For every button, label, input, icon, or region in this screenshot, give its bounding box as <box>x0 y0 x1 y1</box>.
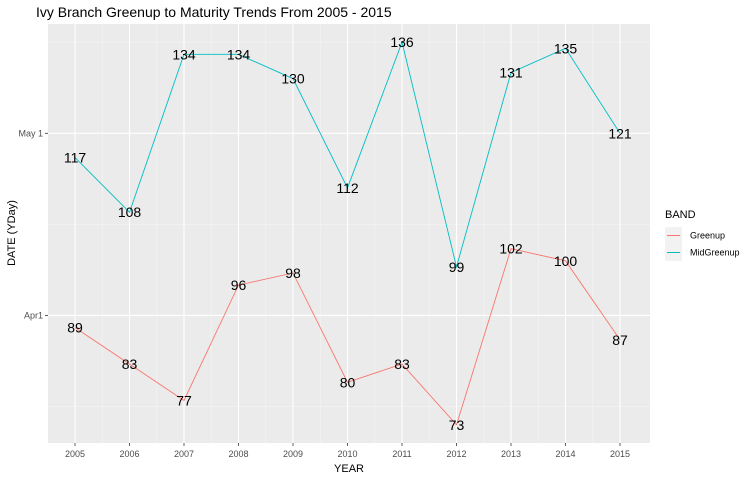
x-tick-label: 2015 <box>610 449 630 459</box>
data-label: 117 <box>64 150 87 166</box>
data-label: 121 <box>608 125 632 141</box>
legend-item-label: MidGreenup <box>690 248 740 258</box>
y-tick-label: Apr1 <box>24 310 43 320</box>
legend-item-label: Greenup <box>690 231 725 241</box>
data-label: 112 <box>336 180 359 196</box>
data-label: 98 <box>285 265 301 281</box>
x-tick-label: 2014 <box>555 449 575 459</box>
y-axis-title: DATE (YDay) <box>6 200 18 266</box>
data-label: 96 <box>231 277 247 293</box>
data-label: 134 <box>172 46 196 62</box>
legend-title: BAND <box>665 209 696 221</box>
data-label: 100 <box>554 253 578 269</box>
data-label: 130 <box>281 71 305 87</box>
data-label: 99 <box>449 259 465 275</box>
series-line-greenup <box>74 248 621 426</box>
x-axis: 2005 2006 2007 2008 2009 2010 2011 2012 2013 2014… <box>65 443 630 459</box>
minor-grid <box>48 24 650 443</box>
data-labels: 89 83 77 96 98 80 83 73 102 100 87 117 108 134 134 130 1… <box>64 34 632 433</box>
data-label: 89 <box>67 320 83 336</box>
x-tick-label: 2006 <box>119 449 139 459</box>
x-tick-label: 2010 <box>337 449 357 459</box>
data-label: 136 <box>390 34 414 50</box>
x-axis-title: YEAR <box>334 463 364 475</box>
x-tick-label: 2013 <box>501 449 521 459</box>
y-axis: Apr1 May 1 <box>18 128 48 320</box>
x-tick-label: 2011 <box>392 449 411 459</box>
data-label: 131 <box>499 65 523 81</box>
data-label: 83 <box>122 356 138 372</box>
chart-title: Ivy Branch Greenup to Maturity Trends Fr… <box>36 4 392 20</box>
x-tick-label: 2007 <box>174 449 194 459</box>
x-tick-label: 2005 <box>65 449 85 459</box>
data-label: 87 <box>612 332 628 348</box>
plot-panel <box>48 24 650 443</box>
data-label: 73 <box>449 417 465 433</box>
series-line-midgreenup <box>74 40 621 269</box>
series-lines <box>74 40 621 426</box>
data-label: 80 <box>340 374 356 390</box>
data-label: 135 <box>554 40 578 56</box>
data-label: 134 <box>227 46 251 62</box>
y-tick-label: May 1 <box>18 128 43 138</box>
major-grid <box>48 24 650 443</box>
data-label: 102 <box>499 241 523 257</box>
data-label: 77 <box>176 392 192 408</box>
x-tick-label: 2008 <box>228 449 248 459</box>
data-label: 108 <box>118 204 142 220</box>
legend: BAND Greenup MidGreenup <box>665 209 740 261</box>
x-tick-label: 2012 <box>446 449 466 459</box>
x-tick-label: 2009 <box>283 449 303 459</box>
data-label: 83 <box>394 356 410 372</box>
